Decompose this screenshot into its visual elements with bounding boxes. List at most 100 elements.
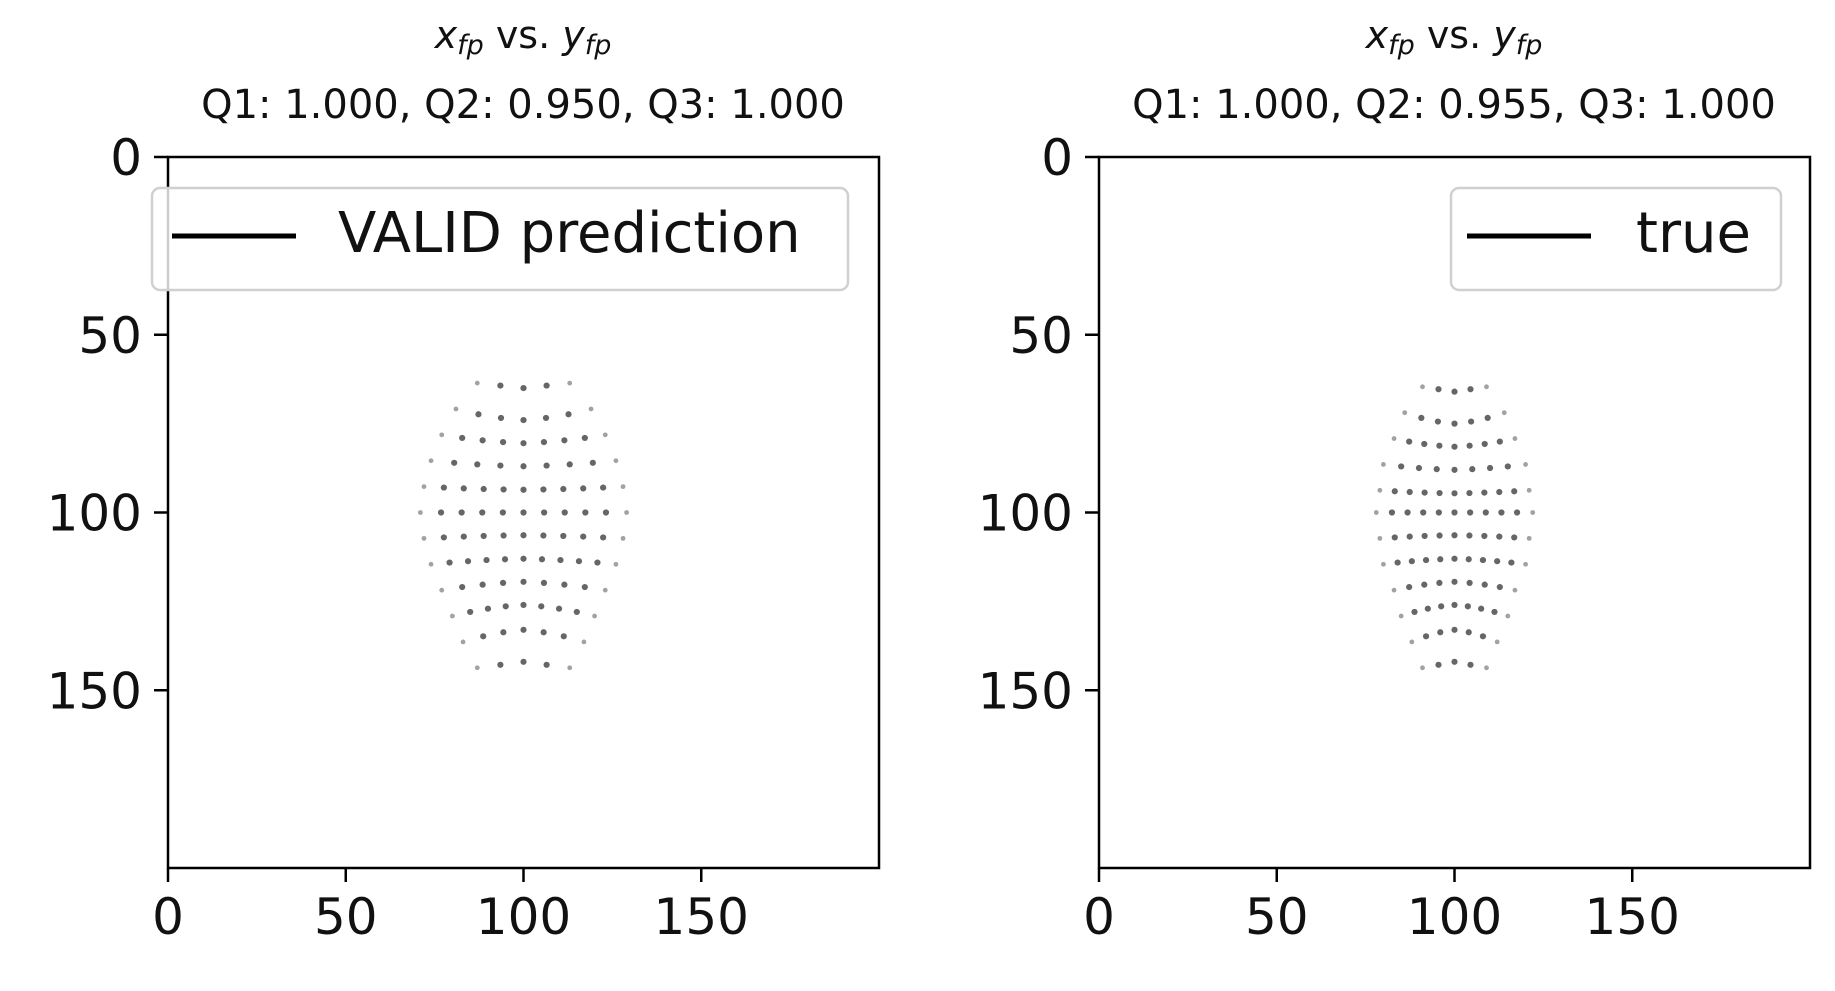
scatter-point-left-21: [428, 458, 434, 464]
scatter-point-right-88: [1464, 603, 1471, 610]
scatter-point-left-9: [542, 414, 550, 422]
x-tick-label-right-3: 150: [1585, 888, 1680, 946]
scatter-point-left-87: [520, 601, 527, 609]
scatter-point-right-37: [1481, 489, 1488, 496]
scatter-point-right-24: [1433, 466, 1440, 473]
scatter-point-right-54: [1406, 533, 1413, 540]
y-tick-label-right-1: 50: [1009, 307, 1073, 365]
scatter-point-left-37: [560, 485, 567, 493]
y-tick-label-left-0: 0: [110, 129, 142, 187]
scatter-point-left-89: [555, 605, 563, 612]
tick-group-right: 0 50 100 150 0 50 100 150: [978, 129, 1680, 946]
scatter-point-right-68: [1451, 555, 1458, 562]
scatter-point-right-92: [1409, 639, 1415, 645]
scatter-point-left-61: [600, 534, 607, 541]
scatter-point-right-17: [1466, 442, 1473, 449]
scatter-point-left-48: [561, 509, 568, 516]
legend-box-left: [150, 186, 850, 292]
y-tick-label-left-3: 150: [47, 662, 142, 720]
scatter-point-left-11: [588, 406, 594, 412]
scatter-point-left-69: [538, 556, 546, 563]
scatter-point-left-54: [460, 533, 467, 540]
scatter-point-left-46: [520, 509, 527, 516]
scatter-point-left-49: [582, 509, 589, 516]
scatter-point-left-58: [540, 532, 547, 539]
tick-group-left: 0 50 100 150 0 50 100 150: [47, 129, 749, 946]
scatter-point-right-27: [1486, 464, 1494, 472]
x-tick-label-left-1: 50: [314, 888, 378, 946]
scatter-point-right-34: [1436, 489, 1443, 497]
scatter-point-right-78: [1451, 578, 1458, 585]
scatter-point-right-61: [1511, 534, 1518, 541]
scatter-point-right-89: [1478, 605, 1485, 612]
scatter-point-right-40: [1526, 487, 1532, 493]
y-tick-label-left-1: 50: [78, 307, 142, 365]
scatter-point-right-65: [1408, 558, 1415, 565]
scatter-point-right-77: [1436, 579, 1443, 587]
scatter-point-left-43: [458, 509, 465, 516]
scatter-point-left-5: [453, 406, 459, 412]
scatter-point-left-1: [497, 382, 504, 389]
scatter-point-left-42: [437, 509, 445, 516]
scatter-point-right-93: [1422, 633, 1430, 640]
scatter-point-right-33: [1421, 489, 1428, 496]
scatter-point-right-97: [1479, 633, 1487, 640]
y-tick-label-right-3: 150: [978, 662, 1073, 720]
scatter-point-right-66: [1422, 556, 1430, 564]
scatter-point-left-70: [557, 556, 564, 564]
scatter-point-right-103: [1484, 665, 1489, 671]
scatter-point-left-102: [543, 661, 550, 668]
scatter-point-left-101: [520, 658, 527, 665]
scatter-point-left-72: [594, 559, 601, 566]
y-tick-label-left-2: 100: [47, 485, 142, 543]
scatter-point-right-58: [1466, 532, 1473, 539]
scatter-point-left-4: [567, 380, 573, 386]
scatter-point-right-100: [1435, 661, 1442, 668]
scatter-point-left-100: [497, 661, 504, 668]
scatter-point-left-65: [464, 558, 472, 565]
scatter-point-right-29: [1523, 462, 1528, 467]
scatter-point-right-41: [1373, 510, 1379, 515]
scatter-point-right-56: [1436, 532, 1443, 539]
scatter-point-left-18: [561, 437, 568, 444]
scatter-point-left-15: [499, 438, 507, 446]
scatter-point-right-55: [1421, 532, 1428, 540]
scatter-point-right-90: [1491, 608, 1498, 616]
scatter-point-right-47: [1467, 509, 1474, 516]
scatter-point-right-3: [1467, 386, 1474, 393]
x-tick-label-right-2: 100: [1407, 888, 1502, 946]
scatter-point-right-84: [1411, 608, 1418, 616]
scatter-point-left-97: [560, 633, 567, 640]
scatter-point-right-10: [1484, 414, 1491, 422]
scatter-point-right-44: [1420, 509, 1427, 516]
scatter-point-left-86: [502, 603, 509, 610]
scatter-point-left-96: [540, 629, 547, 636]
scatter-point-right-26: [1469, 466, 1476, 473]
scatter-point-right-32: [1406, 488, 1413, 496]
scatter-point-right-38: [1496, 488, 1503, 496]
scatter-point-left-32: [460, 485, 467, 492]
scatter-point-right-11: [1501, 410, 1507, 416]
scatter-point-left-6: [475, 411, 482, 418]
scatter-point-left-39: [600, 484, 607, 491]
scatter-point-left-10: [565, 411, 572, 418]
subtitle-left: Q1: 1.000, Q2: 0.950, Q3: 1.000: [201, 82, 845, 128]
panel-right: xfp vs. yfp Q1: 1.000, Q2: 0.955, Q3: 1.…: [978, 13, 1812, 946]
scatter-point-right-49: [1498, 509, 1505, 516]
scatter-point-left-78: [520, 578, 527, 585]
scatter-point-right-31: [1391, 488, 1398, 495]
scatter-point-left-51: [624, 510, 629, 515]
scatter-point-right-43: [1404, 509, 1411, 516]
scatter-point-right-25: [1451, 466, 1458, 473]
scatter-point-left-26: [543, 462, 550, 469]
legend-box-right: [1449, 186, 1783, 292]
scatter-point-left-85: [484, 605, 492, 612]
scatter-point-right-23: [1415, 464, 1423, 472]
scatter-point-right-30: [1377, 487, 1383, 493]
scatter-point-right-76: [1421, 581, 1428, 588]
scatter-point-right-83: [1398, 613, 1404, 619]
scatter-point-right-20: [1512, 436, 1518, 441]
scatter-point-left-35: [520, 486, 527, 493]
scatter-point-right-96: [1465, 629, 1472, 636]
scatter-point-right-69: [1465, 556, 1472, 563]
